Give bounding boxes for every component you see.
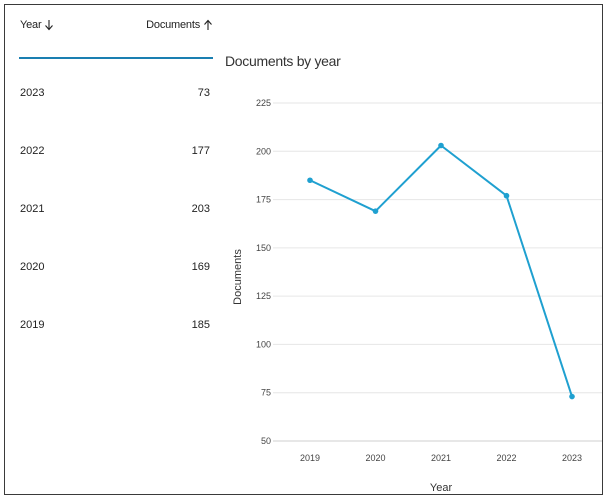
cell-documents: 185 xyxy=(191,319,210,331)
column-header-year[interactable]: Year xyxy=(20,19,54,31)
cell-documents: 169 xyxy=(191,261,210,273)
cell-documents: 73 xyxy=(197,87,210,99)
series-line xyxy=(309,144,573,397)
column-header-documents[interactable]: Documents xyxy=(146,19,213,31)
chart-title: Documents by year xyxy=(225,53,341,69)
x-tick-label: 2022 xyxy=(496,453,516,463)
table-row[interactable]: 2020 169 xyxy=(5,257,215,315)
column-header-year-label: Year xyxy=(20,19,42,31)
data-point[interactable] xyxy=(569,393,575,400)
data-point[interactable] xyxy=(307,177,313,184)
table-row[interactable]: 2019 185 xyxy=(5,315,215,373)
documents-table: Year Documents 2023 73 2022 177 2021 20 xyxy=(5,5,215,494)
x-axis-ticks: 2019 2020 2021 2022 2023 xyxy=(300,453,582,463)
chart-series xyxy=(307,142,575,400)
y-tick-label: 50 xyxy=(261,436,271,446)
x-tick-label: 2019 xyxy=(300,453,320,463)
cell-year: 2023 xyxy=(20,87,45,99)
cell-year: 2020 xyxy=(20,261,45,273)
up-arrow-icon xyxy=(204,19,212,30)
y-axis-ticks: 50 75 100 125 150 175 200 225 xyxy=(256,98,271,446)
cell-year: 2021 xyxy=(20,203,45,215)
column-header-documents-label: Documents xyxy=(146,19,200,31)
header-underline xyxy=(19,57,213,59)
data-point[interactable] xyxy=(438,142,444,149)
x-tick-label: 2020 xyxy=(365,453,385,463)
x-tick-label: 2023 xyxy=(562,453,582,463)
data-point[interactable] xyxy=(372,208,379,214)
cell-year: 2022 xyxy=(20,145,45,157)
data-point[interactable] xyxy=(503,192,510,199)
table-row[interactable]: 2023 73 xyxy=(5,83,215,141)
table-row[interactable]: 2021 203 xyxy=(5,199,215,257)
y-tick-label: 225 xyxy=(256,98,271,108)
y-tick-label: 200 xyxy=(256,146,271,156)
cell-documents: 203 xyxy=(191,203,210,215)
cell-documents: 177 xyxy=(191,145,210,157)
table-row[interactable]: 2022 177 xyxy=(5,141,215,199)
y-tick-label: 100 xyxy=(256,339,271,349)
documents-panel: Year Documents 2023 73 2022 177 2021 20 xyxy=(4,4,603,495)
x-tick-label: 2021 xyxy=(431,453,451,463)
x-axis-title: Year xyxy=(430,482,453,494)
y-tick-label: 150 xyxy=(256,243,271,253)
y-tick-label: 175 xyxy=(256,195,271,205)
down-arrow-icon xyxy=(45,20,54,31)
table-body: 2023 73 2022 177 2021 203 2020 169 2019 … xyxy=(5,83,215,373)
y-tick-label: 75 xyxy=(261,388,271,398)
cell-year: 2019 xyxy=(20,319,45,331)
y-axis-title: Documents xyxy=(232,249,244,305)
y-tick-label: 125 xyxy=(256,291,271,301)
chart-gridlines xyxy=(273,102,602,442)
